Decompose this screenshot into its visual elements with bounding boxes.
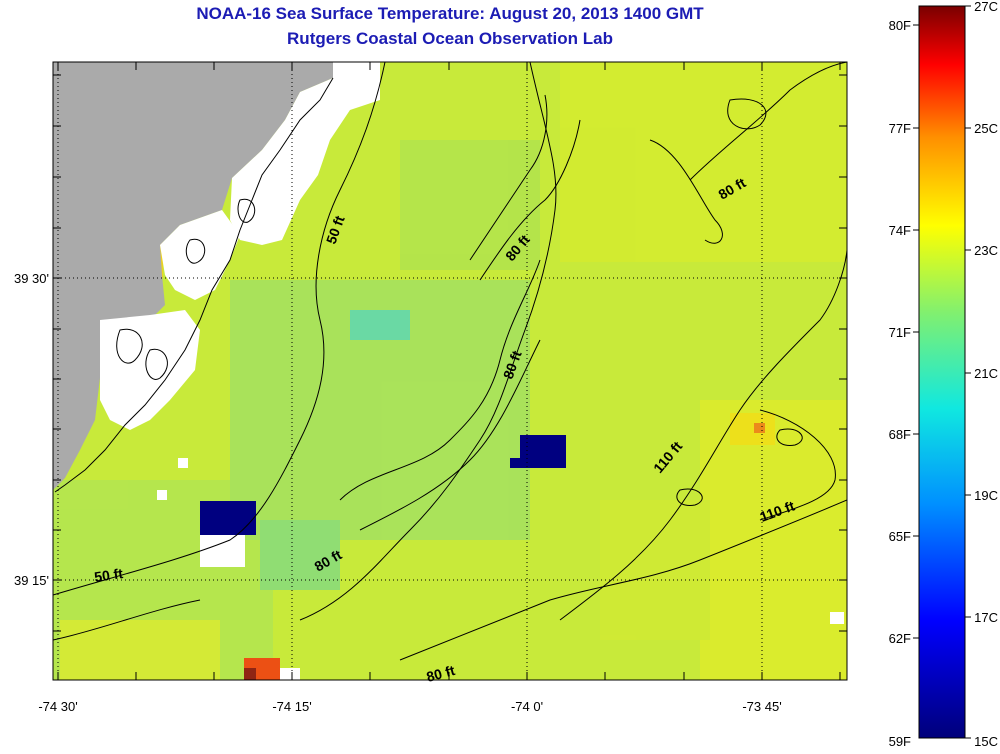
colorbar-c-label: 27C: [974, 0, 998, 14]
colorbar-c-label: 21C: [974, 366, 998, 381]
colorbar-c-label: 23C: [974, 243, 998, 258]
colorbar-c-label: 19C: [974, 488, 998, 503]
x-tick-label: -74 15': [272, 699, 311, 714]
colorbar-f-label: 80F: [889, 18, 911, 33]
y-tick-label: 39 15': [14, 573, 49, 588]
colorbar-f-label: 77F: [889, 121, 911, 136]
bathymetry-contours: [53, 62, 847, 661]
missing-data-patches: [200, 435, 566, 535]
colorbar-c-label: 17C: [974, 610, 998, 625]
colorbar-f-label: 62F: [889, 631, 911, 646]
colorbar-gradient: [918, 5, 966, 739]
colorbar: 80F 77F 74F 71F 68F 65F 62F 59F 27C 25C …: [889, 0, 998, 749]
tick-marks: [53, 62, 847, 680]
graticule: [53, 62, 847, 680]
contour-label: 50 ft: [93, 565, 124, 585]
x-tick-label: -74 0': [511, 699, 543, 714]
colorbar-c-label: 15C: [974, 734, 998, 749]
colorbar-f-label: 74F: [889, 223, 911, 238]
map-subtitle: Rutgers Coastal Ocean Observation Lab: [287, 29, 613, 48]
axis-labels: -74 30' -74 15' -74 0' -73 45' 39 30' 39…: [14, 271, 782, 714]
x-tick-label: -74 30': [38, 699, 77, 714]
colorbar-f-label: 71F: [889, 325, 911, 340]
map-frame: [53, 62, 847, 680]
map-title: NOAA-16 Sea Surface Temperature: August …: [196, 4, 704, 23]
y-tick-label: 39 30': [14, 271, 49, 286]
land-mass: [53, 62, 333, 490]
plot-border: [52, 61, 848, 681]
temperature-patches: [53, 62, 847, 680]
x-tick-label: -73 45': [742, 699, 781, 714]
coastline: [54, 77, 334, 493]
colorbar-f-label: 68F: [889, 427, 911, 442]
colorbar-c-label: 25C: [974, 121, 998, 136]
colorbar-f-label: 59F: [889, 734, 911, 749]
colorbar-f-label: 65F: [889, 529, 911, 544]
